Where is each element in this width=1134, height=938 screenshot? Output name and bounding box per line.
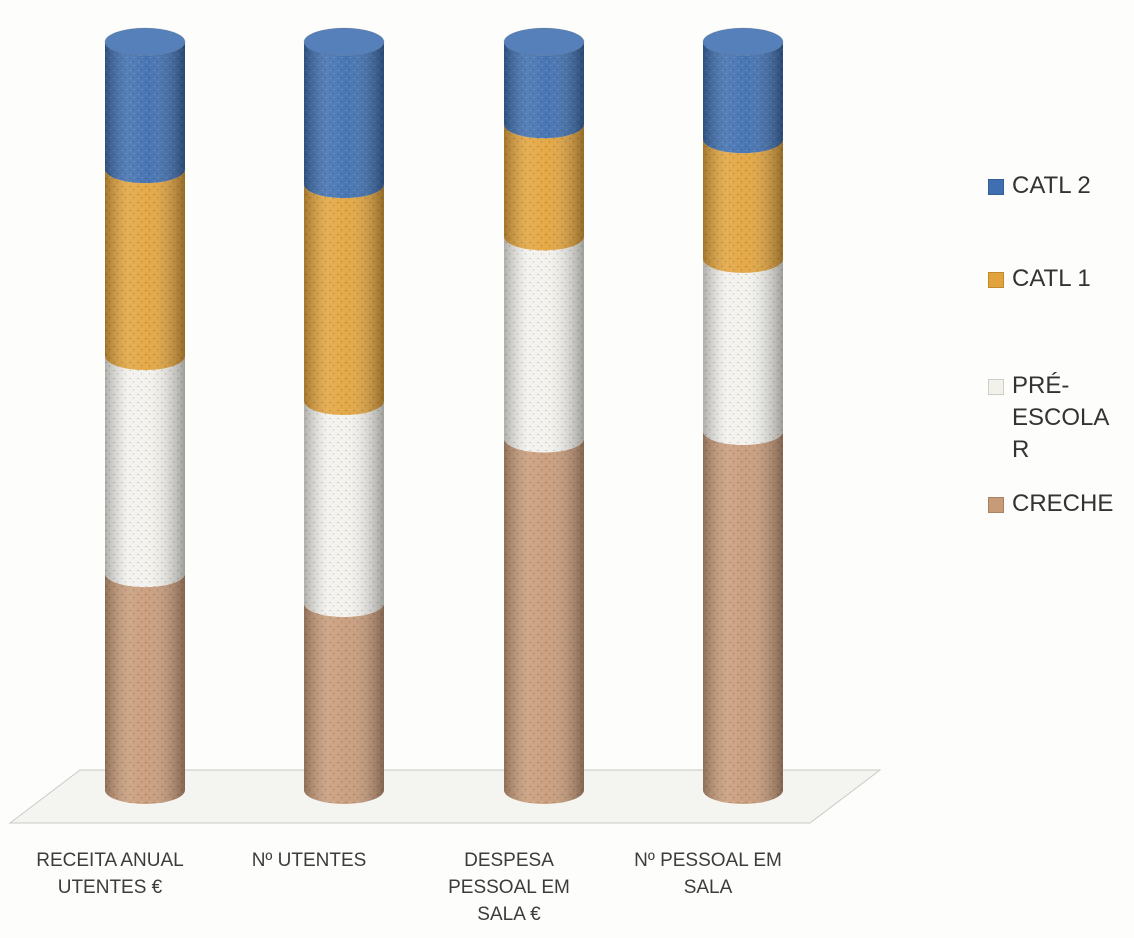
x-tick-label: Nº PESSOAL EM SALA xyxy=(634,850,782,898)
bar-segment xyxy=(703,430,783,804)
bar-segment xyxy=(105,169,185,371)
cylinder-top-cap xyxy=(104,27,186,57)
legend-item: CRECHE xyxy=(988,488,1134,520)
cylinder-column xyxy=(303,27,385,804)
bar-segment xyxy=(703,139,783,273)
legend-swatch xyxy=(988,497,1004,513)
bar-segment xyxy=(304,42,384,199)
bar-segment xyxy=(105,42,185,184)
legend-item: CATL 2 xyxy=(988,170,1134,202)
legend-label: CRECHE xyxy=(1012,490,1114,517)
cylinder-column xyxy=(702,27,784,804)
legend-label: PRÉ- ESCOLAR xyxy=(1012,372,1110,463)
bar-segment xyxy=(304,603,384,804)
bar-segment xyxy=(304,401,384,617)
bar-segment xyxy=(504,124,584,251)
legend-swatch xyxy=(988,272,1004,288)
bar-segment xyxy=(504,236,584,453)
legend-swatch xyxy=(988,379,1004,395)
x-tick-label: DESPESA PESSOAL EM SALA € xyxy=(448,850,570,925)
cylinder-column xyxy=(503,27,585,804)
x-tick-label: RECEITA ANUAL UTENTES € xyxy=(36,850,183,898)
legend-item: PRÉ- ESCOLAR xyxy=(988,370,1134,466)
legend-swatch xyxy=(988,179,1004,195)
bar-segment xyxy=(105,573,185,804)
cylinder-top-cap xyxy=(702,27,784,57)
bar-segment xyxy=(504,42,584,139)
bar-segment xyxy=(703,42,783,154)
bar-segment xyxy=(105,356,185,588)
legend-label: CATL 1 xyxy=(1012,265,1091,292)
x-tick-label: Nº UTENTES xyxy=(252,850,367,871)
legend-label: CATL 2 xyxy=(1012,172,1091,199)
legend-item: CATL 1 xyxy=(988,263,1134,295)
cylinder-top-cap xyxy=(503,27,585,57)
bar-segment xyxy=(703,258,783,445)
bar-segment xyxy=(304,184,384,416)
cylinder-column xyxy=(104,27,186,804)
bar-segment xyxy=(504,438,584,804)
cylinder-top-cap xyxy=(303,27,385,57)
